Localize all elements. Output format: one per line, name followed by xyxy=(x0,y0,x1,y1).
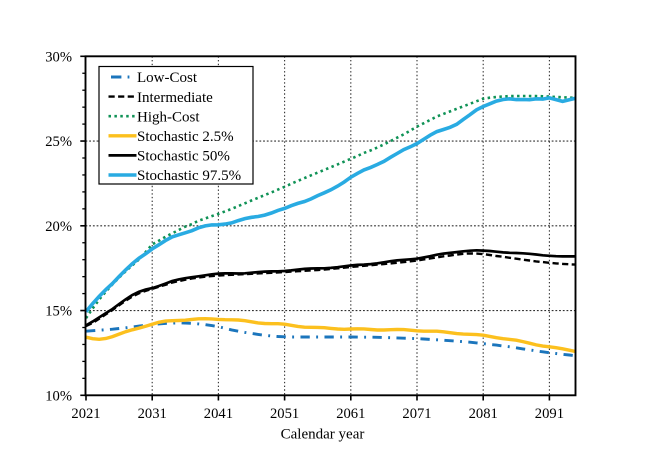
svg-text:2031: 2031 xyxy=(138,406,167,422)
svg-text:Stochastic 97.5%: Stochastic 97.5% xyxy=(137,168,241,184)
svg-text:Stochastic 2.5%: Stochastic 2.5% xyxy=(137,129,234,145)
svg-text:2021: 2021 xyxy=(71,406,100,422)
svg-text:20%: 20% xyxy=(45,219,72,235)
svg-text:High-Cost: High-Cost xyxy=(137,109,200,125)
svg-text:Calendar year: Calendar year xyxy=(281,427,365,443)
svg-text:Low-Cost: Low-Cost xyxy=(137,70,198,86)
svg-text:30%: 30% xyxy=(45,49,72,65)
svg-text:2091: 2091 xyxy=(535,406,564,422)
svg-text:2071: 2071 xyxy=(402,406,431,422)
svg-text:Intermediate: Intermediate xyxy=(137,90,213,106)
svg-text:10%: 10% xyxy=(45,388,72,404)
svg-text:2051: 2051 xyxy=(270,406,299,422)
svg-text:15%: 15% xyxy=(45,304,72,320)
svg-text:2041: 2041 xyxy=(204,406,233,422)
svg-text:2081: 2081 xyxy=(469,406,498,422)
svg-text:Stochastic 50%: Stochastic 50% xyxy=(137,149,230,165)
svg-text:2061: 2061 xyxy=(336,406,365,422)
svg-text:25%: 25% xyxy=(45,134,72,150)
